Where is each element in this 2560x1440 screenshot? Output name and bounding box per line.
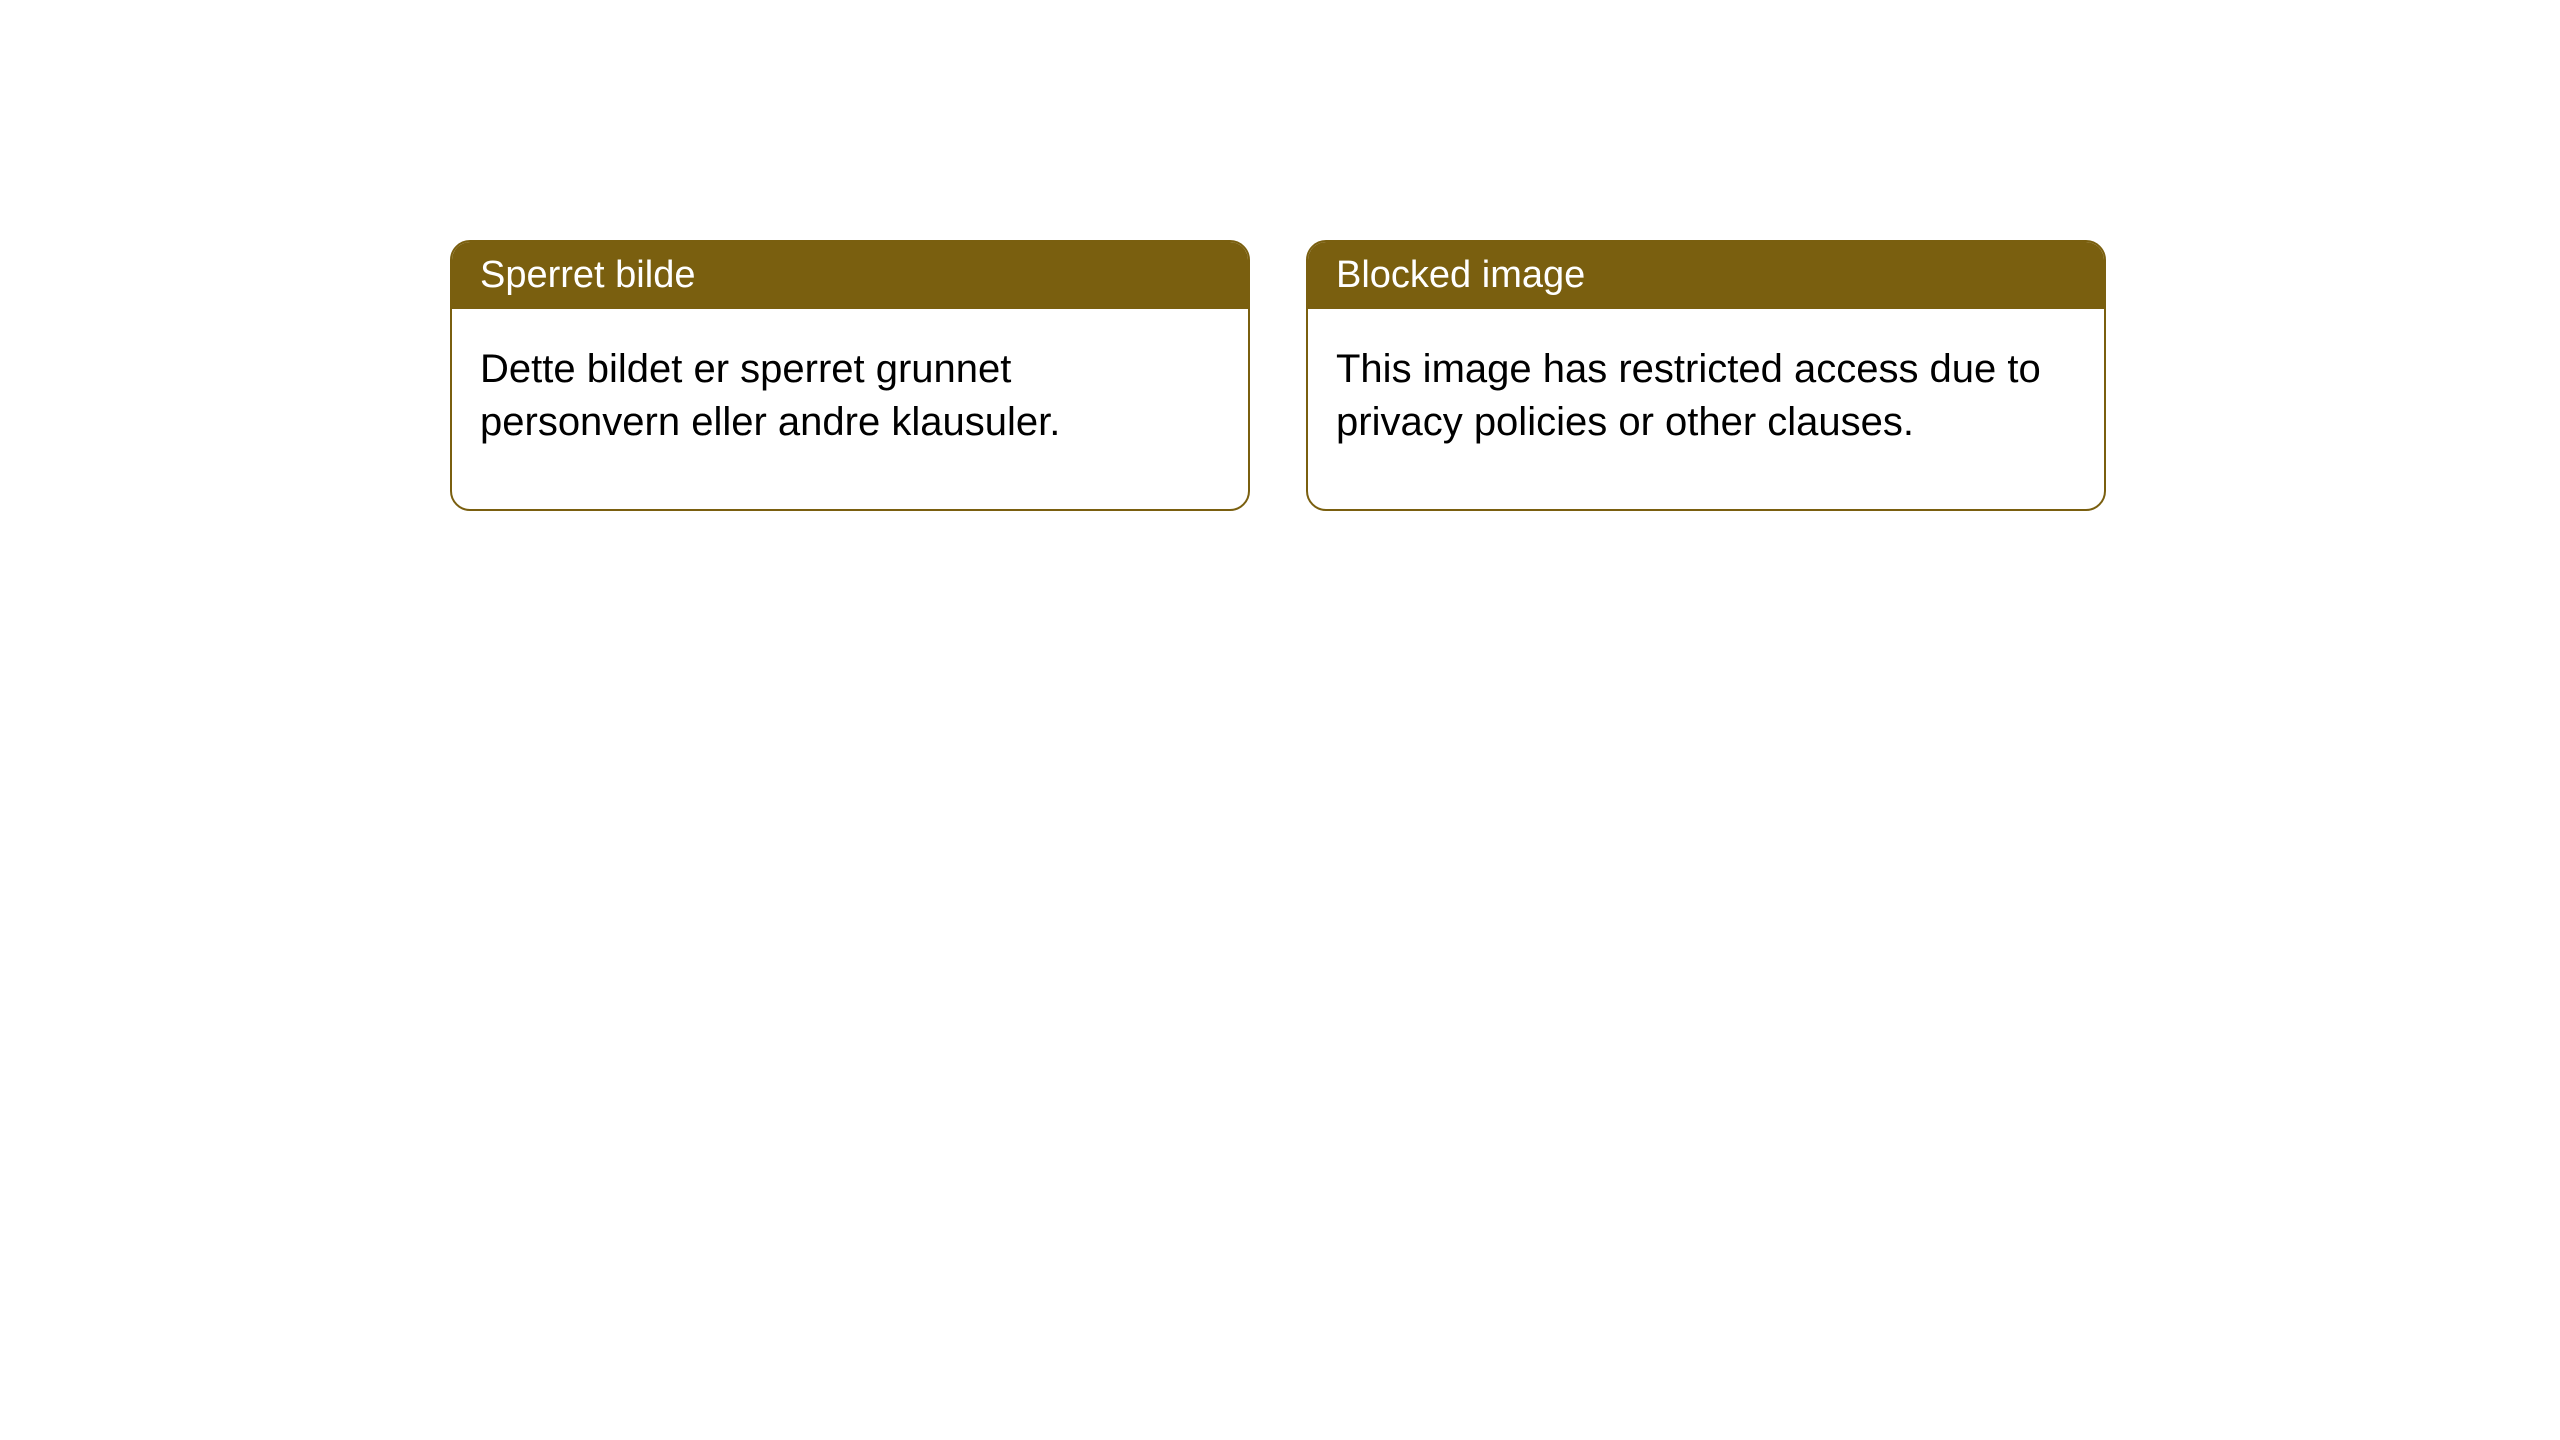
notice-card-english: Blocked image This image has restricted … <box>1306 240 2106 511</box>
card-body: Dette bildet er sperret grunnet personve… <box>452 309 1248 509</box>
card-header: Sperret bilde <box>452 242 1248 309</box>
card-body-text: Dette bildet er sperret grunnet personve… <box>480 347 1060 444</box>
card-title: Sperret bilde <box>480 254 695 296</box>
notice-card-norwegian: Sperret bilde Dette bildet er sperret gr… <box>450 240 1250 511</box>
card-body: This image has restricted access due to … <box>1308 309 2104 509</box>
card-header: Blocked image <box>1308 242 2104 309</box>
card-title: Blocked image <box>1336 254 1585 296</box>
card-body-text: This image has restricted access due to … <box>1336 347 2041 444</box>
notice-cards-container: Sperret bilde Dette bildet er sperret gr… <box>450 240 2106 511</box>
